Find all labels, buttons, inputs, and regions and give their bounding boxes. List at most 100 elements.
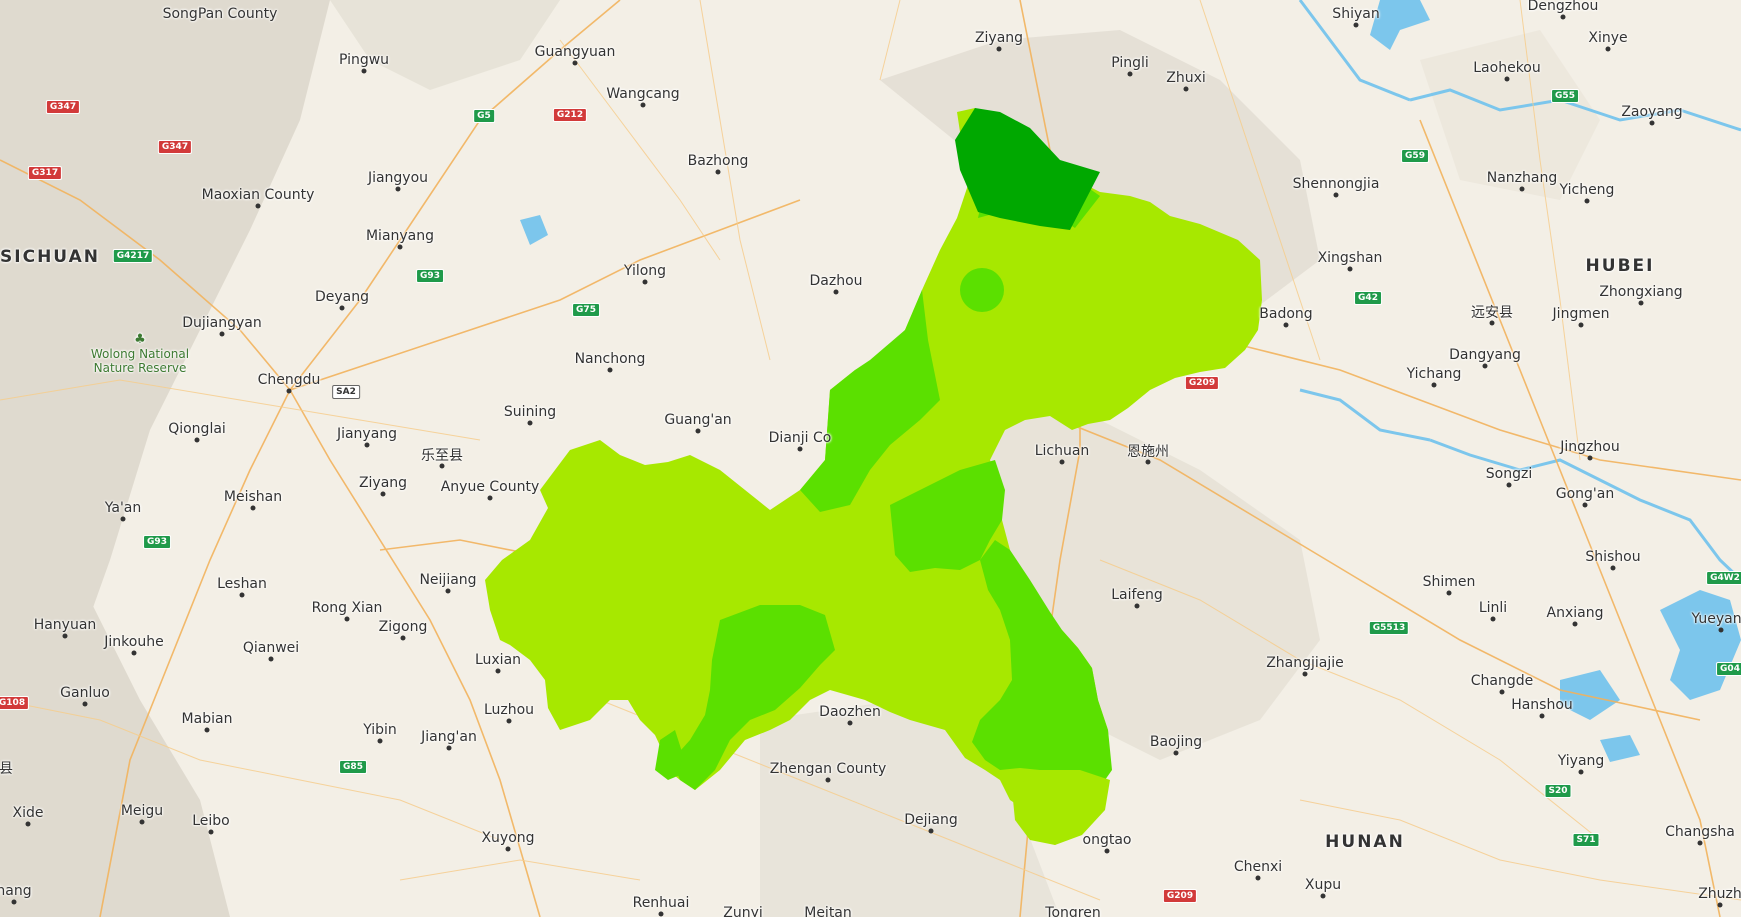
- city-label[interactable]: Xinye: [1588, 30, 1628, 46]
- city-label[interactable]: Guangyuan: [534, 44, 616, 60]
- city-label[interactable]: Luzhou: [483, 702, 535, 718]
- city-label[interactable]: Gong'an: [1555, 486, 1615, 502]
- city-label[interactable]: Zhuxi: [1166, 70, 1206, 86]
- city-label[interactable]: 乐至县: [421, 448, 463, 464]
- city-label[interactable]: Laohekou: [1473, 60, 1541, 76]
- city-label[interactable]: Linli: [1478, 600, 1508, 616]
- city-label[interactable]: Yiyang: [1557, 753, 1605, 769]
- city-label[interactable]: Yicheng: [1559, 182, 1615, 198]
- city-label[interactable]: Changsha: [1665, 824, 1735, 840]
- park-label[interactable]: ♣ Wolong National Nature Reserve: [91, 333, 189, 376]
- city-label[interactable]: Dianji Co: [768, 430, 832, 446]
- city-label[interactable]: Shishou: [1585, 549, 1641, 565]
- city-label[interactable]: Jianyang: [336, 426, 398, 442]
- city-label[interactable]: SongPan County: [162, 6, 278, 22]
- city-label[interactable]: Zhengan County: [769, 761, 887, 777]
- city-label[interactable]: Suining: [503, 404, 557, 420]
- district-region-far-north: [955, 108, 1100, 230]
- city-label[interactable]: Xide: [12, 805, 44, 821]
- city-label[interactable]: Jiang'an: [421, 729, 477, 745]
- city-label[interactable]: Deyang: [314, 289, 370, 305]
- city-label[interactable]: Neijiang: [419, 572, 477, 588]
- province-label[interactable]: HUBEI: [1585, 256, 1655, 276]
- city-label[interactable]: ongtao: [1082, 832, 1132, 848]
- city-label[interactable]: Zhuzh: [1698, 886, 1741, 902]
- city-label[interactable]: Mianyang: [365, 228, 435, 244]
- city-label[interactable]: Dengzhou: [1527, 0, 1599, 14]
- city-label[interactable]: Nanchong: [574, 351, 646, 367]
- city-label[interactable]: Jingzhou: [1560, 439, 1620, 455]
- city-label[interactable]: Nanzhang: [1486, 170, 1558, 186]
- city-label[interactable]: Jinkouhe: [104, 634, 164, 650]
- city-label[interactable]: Meitan: [804, 905, 852, 917]
- city-label[interactable]: Mabian: [181, 711, 233, 727]
- province-label[interactable]: HUNAN: [1325, 832, 1405, 852]
- city-label[interactable]: 远安县: [1471, 305, 1513, 321]
- city-label[interactable]: Luxian: [474, 652, 522, 668]
- city-label[interactable]: Hanyuan: [33, 617, 97, 633]
- city-label[interactable]: Bazhong: [687, 153, 749, 169]
- city-label[interactable]: 县: [0, 761, 13, 777]
- city-label[interactable]: Zigong: [378, 619, 428, 635]
- city-label[interactable]: Pingwu: [338, 52, 390, 68]
- city-label[interactable]: Yibin: [363, 722, 397, 738]
- city-label[interactable]: Maoxian County: [201, 187, 315, 203]
- city-label[interactable]: Anyue County: [440, 479, 540, 495]
- city-label[interactable]: Zhangjiajie: [1266, 655, 1344, 671]
- city-marker-dot: [1578, 322, 1584, 328]
- city-label[interactable]: 恩施州: [1127, 444, 1169, 460]
- city-label[interactable]: Badong: [1259, 306, 1313, 322]
- city-label[interactable]: Yueyang: [1691, 611, 1741, 627]
- city-label[interactable]: Ya'an: [104, 500, 142, 516]
- city-label[interactable]: Yichang: [1406, 366, 1462, 382]
- city-label[interactable]: Zaoyang: [1621, 104, 1683, 120]
- city-label[interactable]: Ganluo: [60, 685, 110, 701]
- city-label[interactable]: Dazhou: [809, 273, 863, 289]
- city-label[interactable]: Xingshan: [1317, 250, 1383, 266]
- city-label[interactable]: Baojing: [1149, 734, 1203, 750]
- city-label[interactable]: Daozhen: [819, 704, 881, 720]
- city-label[interactable]: Zhongxiang: [1599, 284, 1683, 300]
- city-label[interactable]: Anxiang: [1546, 605, 1604, 621]
- city-label[interactable]: Xupu: [1304, 877, 1342, 893]
- city-label[interactable]: Shiyan: [1332, 6, 1380, 22]
- city-label[interactable]: Yilong: [623, 263, 667, 279]
- city-label[interactable]: Dangyang: [1449, 347, 1521, 363]
- city-marker-dot: [11, 899, 17, 905]
- city-label[interactable]: Jingmen: [1552, 306, 1610, 322]
- city-label[interactable]: Ziyang: [974, 30, 1024, 46]
- city-label[interactable]: Guang'an: [664, 412, 732, 428]
- city-label[interactable]: Leshan: [217, 576, 267, 592]
- city-label[interactable]: Renhuai: [632, 895, 690, 911]
- city-label[interactable]: Xuyong: [481, 830, 535, 846]
- city-label[interactable]: Meigu: [120, 803, 164, 819]
- city-label[interactable]: Hanshou: [1511, 697, 1573, 713]
- city-label[interactable]: Lichuan: [1034, 443, 1090, 459]
- city-label[interactable]: Shimen: [1422, 574, 1476, 590]
- city-label[interactable]: Dejiang: [904, 812, 958, 828]
- city-marker-dot: [219, 331, 225, 337]
- city-label[interactable]: Pingli: [1111, 55, 1149, 71]
- city-label[interactable]: Qionglai: [168, 421, 226, 437]
- city-label[interactable]: Wangcang: [606, 86, 680, 102]
- city-label[interactable]: Zunyi: [723, 905, 763, 917]
- city-label[interactable]: Meishan: [223, 489, 283, 505]
- city-label[interactable]: Chengdu: [257, 372, 321, 388]
- city-label[interactable]: Qianwei: [242, 640, 300, 656]
- city-label[interactable]: Jiangyou: [367, 170, 429, 186]
- city-marker-dot: [1504, 76, 1510, 82]
- province-label[interactable]: SICHUAN: [0, 247, 100, 267]
- city-label[interactable]: Chenxi: [1233, 859, 1283, 875]
- city-label[interactable]: Ziyang: [358, 475, 408, 491]
- city-label[interactable]: hang: [0, 883, 32, 899]
- city-label[interactable]: Laifeng: [1111, 587, 1163, 603]
- city-label[interactable]: Rong Xian: [311, 600, 383, 616]
- city-label[interactable]: Songzi: [1485, 466, 1533, 482]
- city-label[interactable]: Changde: [1470, 673, 1534, 689]
- city-marker-dot: [1560, 14, 1566, 20]
- city-label[interactable]: Leibo: [192, 813, 230, 829]
- city-label[interactable]: Dujiangyan: [182, 315, 262, 331]
- city-label[interactable]: Shennongjia: [1292, 176, 1380, 192]
- city-label[interactable]: Tongren: [1045, 905, 1101, 917]
